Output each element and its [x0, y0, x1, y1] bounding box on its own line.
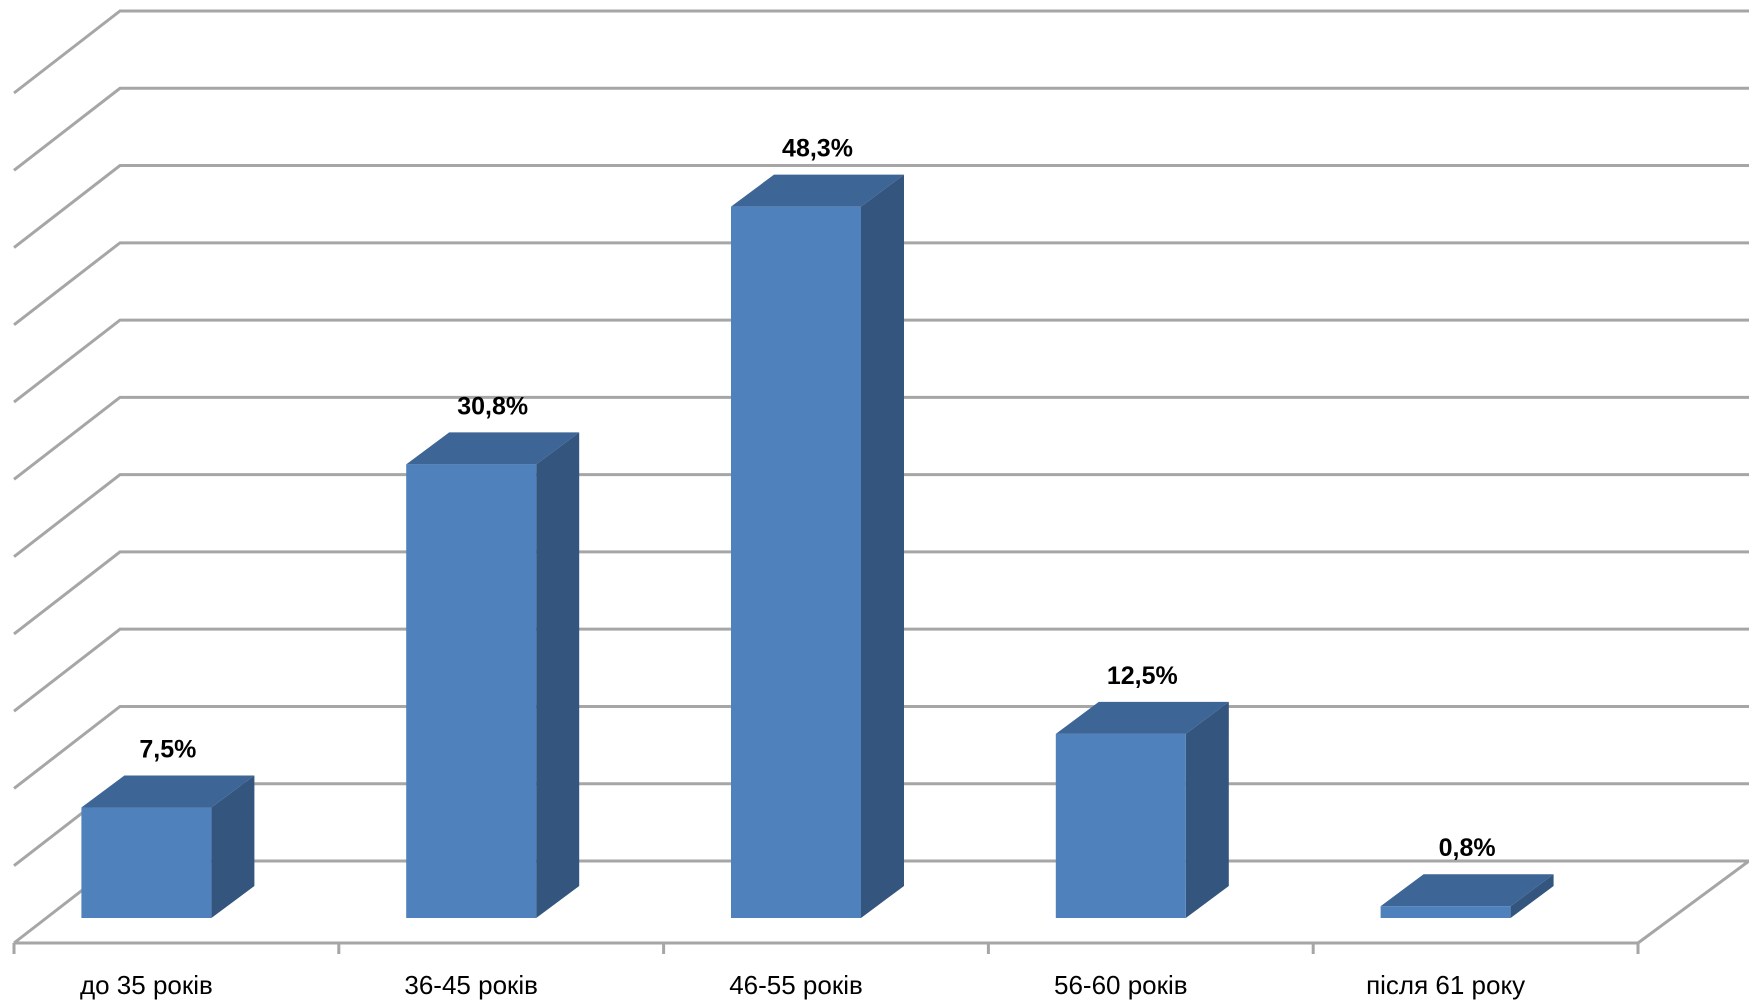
bar-side-4	[1510, 874, 1554, 918]
x-tick-label-2: 46-55 років	[729, 970, 863, 1000]
x-tick-label-3: 56-60 років	[1054, 970, 1188, 1000]
bar-top-4	[1380, 874, 1554, 907]
data-label-2: 48,3%	[782, 135, 853, 163]
bar-1	[406, 464, 537, 918]
bar-top-0	[81, 775, 255, 808]
x-axis	[12, 859, 1749, 954]
floor-right-edge	[1637, 859, 1749, 945]
gridline-35	[13, 318, 1749, 404]
bar-top-2	[731, 174, 904, 207]
bar-4	[1380, 906, 1511, 918]
bar-side-0	[211, 775, 255, 918]
gridlines	[13, 9, 1749, 945]
x-tick-labels: до 35 років 36-45 років 46-55 років 56-60 р…	[80, 970, 1525, 1000]
bar-0	[81, 807, 212, 918]
bar-side-1	[536, 432, 580, 918]
gridline-45	[13, 164, 1749, 249]
bars	[81, 174, 1554, 919]
gridline-25	[13, 473, 1749, 558]
bar-side-2	[861, 174, 904, 919]
bar-top-1	[406, 432, 580, 465]
data-labels: 7,5% 30,8% 48,3% 12,5% 0,8%	[139, 135, 1495, 863]
bar-top-3	[1055, 701, 1229, 734]
bar-side-3	[1185, 701, 1229, 918]
gridline-50	[13, 86, 1749, 172]
gridline-15	[13, 627, 1749, 713]
bar-2	[731, 206, 861, 919]
gridline-55	[13, 9, 1749, 95]
gridline-40	[13, 241, 1749, 327]
data-label-1: 30,8%	[457, 392, 528, 420]
data-label-3: 12,5%	[1107, 662, 1178, 690]
gridline-30	[13, 395, 1749, 481]
gridline-20	[13, 550, 1749, 636]
x-tick-label-0: до 35 років	[80, 970, 213, 1000]
bar-3	[1055, 733, 1186, 918]
x-tick-label-1: 36-45 років	[404, 970, 538, 1000]
data-label-0: 7,5%	[139, 736, 196, 764]
x-tick-label-4: після 61 року	[1366, 970, 1525, 1000]
data-label-4: 0,8%	[1439, 834, 1496, 862]
